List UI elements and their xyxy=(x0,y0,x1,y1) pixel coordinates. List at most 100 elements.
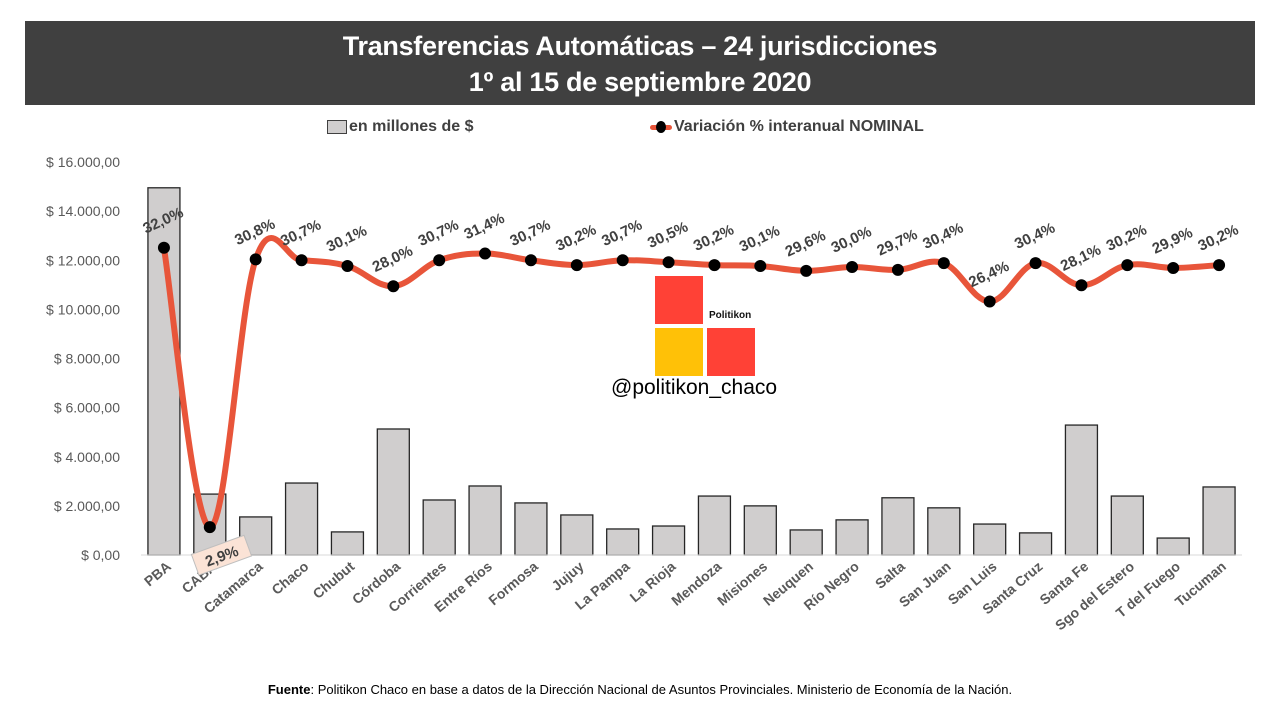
data-label-background xyxy=(190,534,253,576)
data-label: 29,9% xyxy=(1150,224,1196,257)
x-tick-label: Jujuy xyxy=(548,558,586,594)
line-marker xyxy=(570,259,583,272)
bar xyxy=(1110,495,1144,556)
source-label: Fuente xyxy=(267,682,311,697)
data-label: 30,5% xyxy=(645,218,691,251)
line-marker xyxy=(249,253,262,266)
bar xyxy=(606,528,640,556)
x-tick-label: PBA xyxy=(141,558,174,589)
y-tick-label: $ 8.000,00 xyxy=(54,351,120,367)
bar xyxy=(1018,532,1053,556)
data-label: 29,6% xyxy=(783,227,829,260)
legend-item-bars: en millones de $ xyxy=(327,118,473,136)
data-label: 28,1% xyxy=(1058,241,1104,274)
bar xyxy=(422,499,456,556)
data-label: 30,1% xyxy=(324,222,370,255)
x-tick-label: Tucuman xyxy=(1172,558,1229,610)
line-marker xyxy=(203,521,216,534)
line-marker xyxy=(800,264,813,277)
line-path xyxy=(160,235,1223,531)
data-label: 30,7% xyxy=(507,217,553,250)
bar xyxy=(927,507,961,556)
line-marker xyxy=(937,257,950,270)
bar xyxy=(881,497,915,556)
y-tick-label: $ 6.000,00 xyxy=(54,400,120,416)
logo-red-square-icon xyxy=(655,276,703,324)
bar xyxy=(1202,486,1236,556)
data-label: 30,2% xyxy=(1104,221,1150,254)
bar xyxy=(514,502,548,556)
y-tick-label: $ 14.000,00 xyxy=(46,203,120,219)
line-marker xyxy=(616,254,629,267)
bar xyxy=(743,505,777,556)
data-label: 29,7% xyxy=(874,226,920,259)
bar xyxy=(376,428,410,556)
line-marker xyxy=(341,260,354,273)
chart-title-line1: Transferencias Automáticas – 24 jurisdic… xyxy=(342,31,938,61)
line-marker-swatch-icon xyxy=(650,121,672,133)
line-marker xyxy=(1167,261,1180,274)
line-marker xyxy=(891,263,904,276)
y-tick-label: $ 0,00 xyxy=(81,547,120,563)
bar-series xyxy=(147,187,1236,556)
source-note: Fuente: Politikon Chaco en base a datos … xyxy=(0,682,1280,697)
data-label-box: 2,9% xyxy=(190,534,253,576)
line-marker xyxy=(754,260,767,273)
legend-label-line: Variación % interanual NOMINAL xyxy=(674,118,924,135)
line-marker xyxy=(295,254,308,267)
data-label: 30,2% xyxy=(1196,221,1242,254)
bar-swatch-icon xyxy=(327,120,347,134)
bar xyxy=(835,519,869,556)
bar xyxy=(284,482,319,556)
x-tick-label: Formosa xyxy=(485,558,541,608)
y-tick-label: $ 16.000,00 xyxy=(46,154,120,170)
data-label: 28,0% xyxy=(370,242,416,275)
bar xyxy=(560,514,594,556)
social-handle: @politikon_chaco xyxy=(611,376,778,399)
x-tick-label: Sgo del Estero xyxy=(1052,558,1137,633)
line-marker xyxy=(479,247,492,260)
data-label: 30,4% xyxy=(920,219,966,252)
x-tick-label: San Juan xyxy=(896,558,954,610)
bar xyxy=(1064,424,1099,556)
x-tick-label: Mendoza xyxy=(668,558,724,609)
line-marker xyxy=(662,256,675,269)
line-marker xyxy=(1029,257,1042,270)
data-label: 30,2% xyxy=(553,221,599,254)
data-label: 30,7% xyxy=(416,217,462,250)
bar xyxy=(697,495,732,556)
line-marker xyxy=(433,254,446,267)
data-label: 30,7% xyxy=(278,217,324,250)
y-tick-label: $ 4.000,00 xyxy=(54,449,120,465)
data-label: 30,7% xyxy=(599,217,645,250)
x-tick-label: Chaco xyxy=(268,558,311,598)
data-label: 30,0% xyxy=(829,223,875,256)
data-label: 30,1% xyxy=(737,222,783,255)
chart-legend: en millones de $ Variación % interanual … xyxy=(0,118,1280,140)
source-text: : Politikon Chaco en base a datos de la … xyxy=(310,682,1013,697)
line-series xyxy=(157,235,1226,534)
y-tick-label: $ 12.000,00 xyxy=(46,252,120,268)
line-marker xyxy=(708,259,721,272)
y-tick-label: $ 10.000,00 xyxy=(46,301,120,317)
logo-brand: Politikon xyxy=(709,310,752,321)
data-label: 26,4% xyxy=(966,258,1012,291)
y-axis: $ 0,00 $ 2.000,00 $ 4.000,00 $ 6.000,00 $ 8.… xyxy=(46,154,120,563)
line-marker xyxy=(1075,279,1088,292)
legend-item-line: Variación % interanual NOMINAL xyxy=(650,118,924,136)
data-label: 30,4% xyxy=(1012,219,1058,252)
politikon-logo xyxy=(655,276,765,376)
line-marker xyxy=(1213,259,1226,272)
line-marker xyxy=(524,254,537,267)
line-marker xyxy=(387,280,400,293)
chart-title-banner: Transferencias Automáticas – 24 jurisdic… xyxy=(25,21,1255,105)
line-marker xyxy=(846,261,859,273)
bar xyxy=(330,531,365,556)
chart-title-line2: 1º al 15 de septiembre 2020 xyxy=(468,67,812,97)
data-label: 30,8% xyxy=(232,216,278,249)
legend-label-bars: en millones de $ xyxy=(349,118,474,135)
line-marker xyxy=(1121,259,1134,272)
x-tick-label: Salta xyxy=(872,558,908,592)
